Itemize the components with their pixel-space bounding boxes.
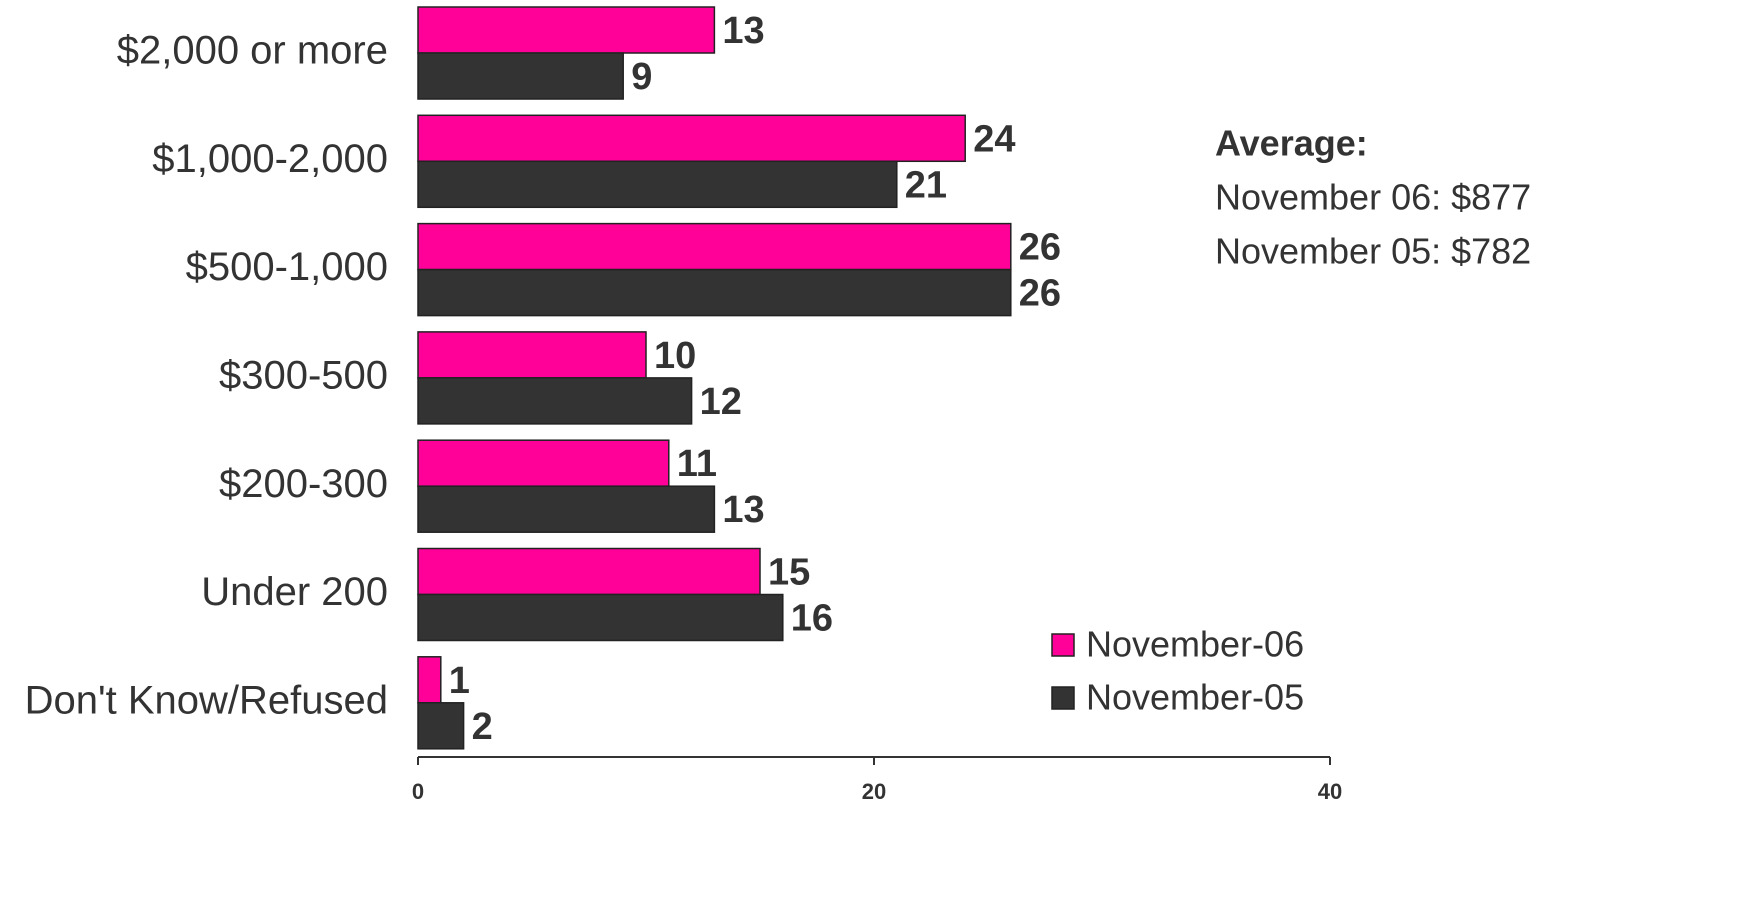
legend-swatch [1051, 633, 1075, 657]
value-label: 16 [791, 598, 833, 640]
x-tick-label: 20 [862, 779, 886, 804]
annotation: November 05: $782 [1215, 231, 1531, 272]
y-tick-label: $300-500 [219, 353, 388, 397]
bar [417, 331, 647, 379]
bar [417, 6, 716, 54]
x-tick-label: 0 [412, 779, 424, 804]
bar [417, 485, 716, 533]
y-tick-label: $500-1,000 [186, 245, 388, 289]
y-tick-label: Don't Know/Refused [25, 678, 388, 722]
bar [417, 222, 1012, 271]
bar [417, 114, 966, 163]
bar [417, 702, 465, 750]
value-label: 9 [631, 56, 652, 98]
value-label: 26 [1019, 227, 1061, 269]
bar [417, 439, 670, 487]
bar [417, 547, 761, 596]
annotation: November 06: $877 [1215, 177, 1531, 218]
value-label: 11 [677, 443, 717, 485]
value-label: 13 [722, 489, 764, 531]
legend-swatch [1051, 686, 1075, 710]
value-label: 26 [1019, 273, 1061, 315]
y-tick-label: Under 200 [201, 570, 388, 614]
legend-label: November-06 [1086, 624, 1304, 665]
value-label: 12 [700, 381, 742, 423]
y-tick-label: $200-300 [219, 462, 388, 506]
bar [417, 52, 624, 100]
value-label: 21 [905, 164, 947, 206]
value-label: 10 [654, 335, 696, 377]
legend-label: November-05 [1086, 677, 1304, 718]
bar [417, 593, 784, 642]
bar [417, 656, 442, 704]
value-label: 15 [768, 552, 810, 594]
value-label: 13 [722, 10, 764, 52]
y-tick-label: $1,000-2,000 [152, 137, 388, 181]
bar [417, 268, 1012, 317]
y-tick-label: $2,000 or more [117, 29, 388, 73]
bar [417, 160, 898, 209]
bar [417, 377, 693, 425]
annotation-title: Average: [1215, 123, 1368, 164]
value-label: 2 [472, 706, 493, 748]
x-tick-label: 40 [1318, 779, 1342, 804]
value-label: 1 [449, 660, 470, 702]
value-label: 24 [973, 118, 1015, 160]
